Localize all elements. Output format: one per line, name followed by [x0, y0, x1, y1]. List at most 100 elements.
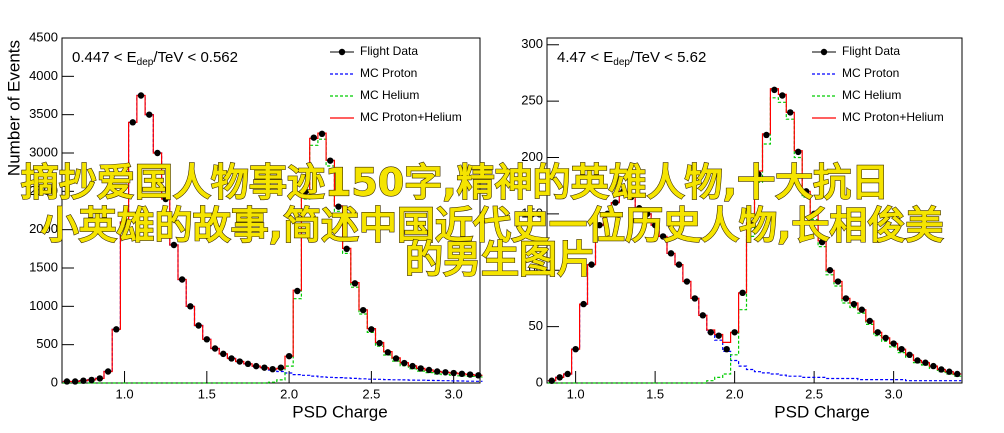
- data-point: [779, 92, 786, 99]
- annotation-tail: /TeV < 0.562: [153, 49, 238, 66]
- data-point: [763, 131, 770, 139]
- data-point: [252, 362, 260, 370]
- data-point: [351, 280, 359, 287]
- data-point: [384, 349, 392, 356]
- data-point: [63, 378, 71, 385]
- data-point: [739, 289, 746, 297]
- data-point: [628, 193, 635, 201]
- legend-label: Flight Data: [842, 44, 900, 58]
- data-point: [466, 371, 474, 378]
- annotation: 0.447 < Edep/TeV < 0.562: [72, 49, 238, 68]
- y-tick-label: 300: [521, 36, 543, 51]
- data-point: [834, 278, 842, 285]
- data-point: [203, 336, 211, 343]
- overlay-caption: 的男生图片: [405, 238, 595, 282]
- data-point: [850, 300, 858, 308]
- data-point: [636, 205, 643, 212]
- data-point: [946, 368, 953, 375]
- x-tick-label: 3.0: [445, 386, 463, 401]
- data-point: [882, 334, 889, 342]
- data-point: [755, 171, 762, 178]
- data-point: [675, 261, 683, 268]
- legend-swatch: [820, 48, 828, 56]
- data-point: [683, 278, 691, 285]
- data-point: [294, 287, 301, 295]
- legend-swatch: [338, 48, 346, 56]
- data-point: [80, 377, 87, 384]
- data-point: [906, 351, 913, 359]
- chart: 0 50 100 150 200 250 300 1.0 1.5 2.0 2.5 3.0 PSD Cha…: [521, 36, 963, 421]
- data-point: [715, 332, 722, 339]
- data-point: [548, 377, 555, 384]
- data-point: [826, 267, 834, 274]
- data-point: [667, 250, 675, 257]
- y-tick-label: 3500: [29, 106, 58, 121]
- y-tick-label: 0: [51, 374, 58, 389]
- data-point: [162, 195, 169, 203]
- data-point: [113, 326, 120, 333]
- data-point: [104, 368, 112, 375]
- y-tick-label: 2000: [29, 221, 58, 236]
- legend-label: MC Proton: [842, 66, 899, 80]
- data-point: [236, 358, 243, 365]
- chart: 0 500 1000 1500 2000 2500 3000 3500 4000 4500 1.0 1…: [4, 29, 483, 421]
- x-tick-label: 2.5: [805, 386, 823, 401]
- data-point: [874, 329, 881, 336]
- data-point: [890, 340, 897, 347]
- y-tick-label: 150: [521, 205, 543, 220]
- legend-label: MC Proton: [360, 66, 417, 80]
- data-point: [327, 157, 334, 164]
- overlay-caption: 小英雄的故事,简述中国近代史一位历史人物,长相俊美: [41, 204, 944, 248]
- data-point: [409, 362, 416, 370]
- data-point: [285, 352, 293, 360]
- data-point: [137, 92, 145, 99]
- x-axis-label: PSD Charge: [774, 402, 869, 421]
- data-point: [392, 355, 400, 362]
- data-point: [564, 370, 571, 378]
- y-tick-label: 100: [521, 262, 543, 277]
- data-point: [269, 366, 276, 373]
- data-point: [556, 374, 563, 381]
- data-point: [922, 359, 929, 366]
- legend-label: MC Helium: [842, 88, 901, 102]
- overlay-caption: 摘抄爱国人物事迹150字,精神的英雄人物,十大抗日: [21, 161, 889, 205]
- annotation-text: 0.447 < E: [72, 49, 137, 66]
- legend-label: Flight Data: [360, 44, 418, 58]
- annotation-text: 4.47 < E: [557, 49, 613, 66]
- data-point: [211, 345, 219, 352]
- data-point: [723, 345, 730, 353]
- x-tick-label: 2.0: [280, 386, 298, 401]
- y-tick-label: 1000: [29, 298, 58, 313]
- y-tick-label: 50: [529, 318, 543, 333]
- x-axis-label: PSD Charge: [292, 402, 387, 421]
- data-point: [368, 326, 375, 333]
- x-tick-label: 1.5: [646, 386, 664, 401]
- data-point: [866, 317, 873, 325]
- x-tick-label: 1.0: [567, 386, 585, 401]
- data-point: [858, 306, 866, 313]
- data-point: [310, 134, 317, 141]
- data-point: [580, 300, 587, 308]
- data-point: [359, 306, 367, 314]
- histogram-line: [62, 138, 483, 384]
- data-point: [425, 366, 433, 374]
- data-point: [401, 359, 408, 367]
- x-tick-label: 1.5: [198, 386, 216, 401]
- data-point: [612, 199, 619, 206]
- data-point: [170, 241, 178, 249]
- data-point: [220, 350, 227, 358]
- data-point: [277, 364, 285, 371]
- y-tick-label: 4000: [29, 68, 58, 83]
- data-point: [787, 109, 794, 116]
- annotation-sub: dep: [613, 57, 630, 68]
- plot-frame: [546, 37, 963, 384]
- data-point: [954, 370, 961, 378]
- data-point: [318, 130, 326, 138]
- data-point: [795, 148, 802, 156]
- data-point: [938, 366, 945, 373]
- annotation: 4.47 < Edep/TeV < 5.62: [557, 49, 706, 68]
- data-point: [643, 210, 651, 218]
- data-point: [818, 238, 826, 246]
